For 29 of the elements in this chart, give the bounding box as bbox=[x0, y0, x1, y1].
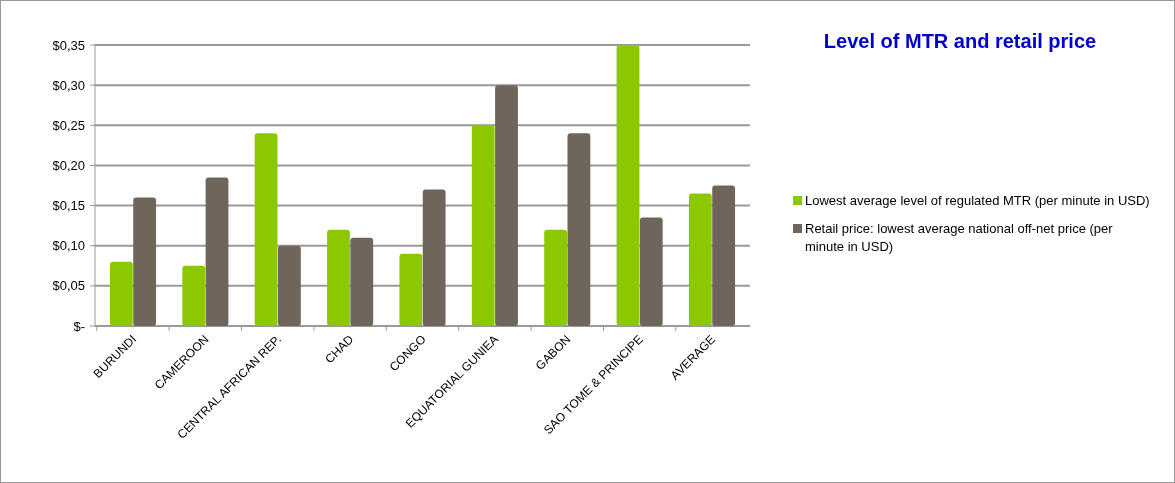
y-tick-label: $0,05 bbox=[52, 278, 85, 294]
bar bbox=[399, 253, 423, 326]
bar bbox=[254, 133, 278, 326]
bar bbox=[616, 45, 640, 326]
bar bbox=[350, 237, 374, 326]
y-tick-label: $0,30 bbox=[52, 77, 85, 93]
text: Level of MTR and retail price bbox=[823, 30, 1097, 52]
bar bbox=[422, 189, 446, 326]
bar bbox=[471, 125, 495, 326]
y-tick-label: $- bbox=[73, 318, 85, 334]
bar bbox=[109, 261, 133, 326]
bar bbox=[182, 265, 206, 326]
y-tick-label: $0,35 bbox=[52, 37, 85, 53]
bar bbox=[205, 177, 229, 326]
y-tick-label: $0,20 bbox=[52, 157, 85, 173]
legend-label: Lowest average level of regulated MTR (per minute in USD) bbox=[805, 193, 1150, 208]
y-tick-label: $0,10 bbox=[52, 238, 85, 254]
y-tick-label: $0,15 bbox=[52, 198, 85, 214]
bar bbox=[639, 217, 663, 326]
bar bbox=[688, 193, 712, 326]
bar bbox=[712, 185, 736, 326]
y-tick-label: $0,25 bbox=[52, 117, 85, 133]
bar bbox=[327, 229, 350, 326]
bar bbox=[544, 229, 568, 326]
bar bbox=[495, 85, 518, 326]
bar bbox=[567, 133, 591, 326]
bar bbox=[133, 197, 157, 326]
legend-label: Retail price: lowest average national off-net price (per minute in USD) bbox=[805, 221, 1114, 254]
bar bbox=[277, 245, 301, 326]
